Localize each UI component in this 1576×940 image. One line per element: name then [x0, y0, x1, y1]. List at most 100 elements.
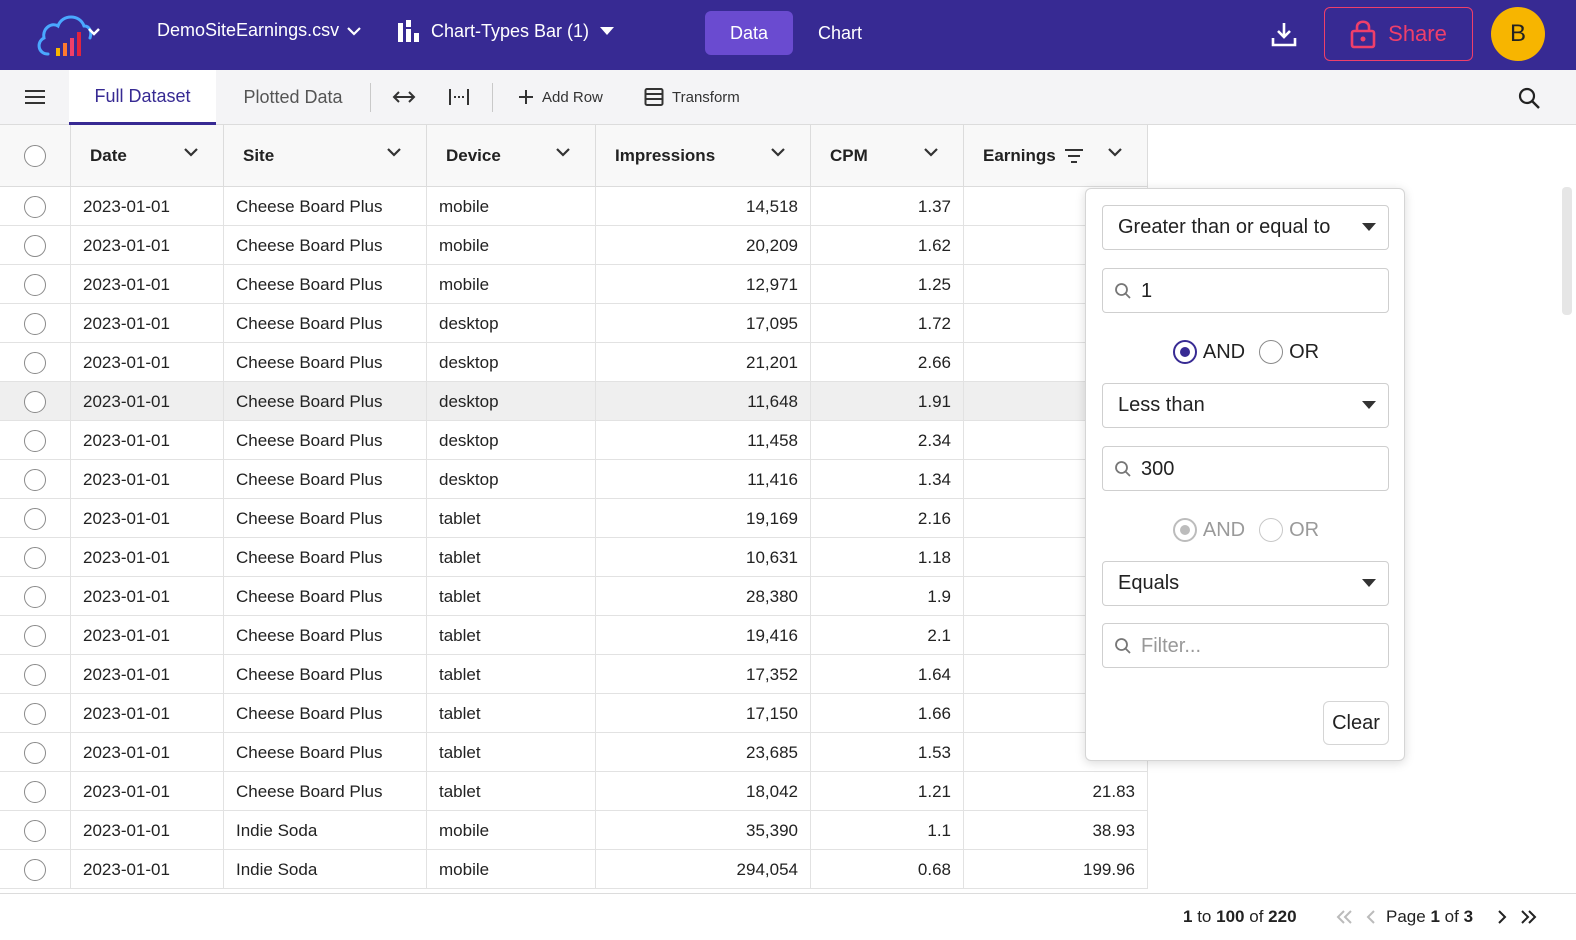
- cell-impressions[interactable]: 21,201: [596, 343, 811, 382]
- table-row[interactable]: 2023-01-01 Cheese Board Plus tablet 23,685 1…: [0, 733, 1148, 772]
- cell-site[interactable]: Cheese Board Plus: [224, 187, 427, 226]
- cell-date[interactable]: 2023-01-01: [71, 265, 224, 304]
- table-row[interactable]: 2023-01-01 Cheese Board Plus mobile 20,209 1…: [0, 226, 1148, 265]
- cell-impressions[interactable]: 11,648: [596, 382, 811, 421]
- cell-date[interactable]: 2023-01-01: [71, 811, 224, 850]
- cell-device[interactable]: mobile: [427, 226, 596, 265]
- cell-cpm[interactable]: 1.18: [811, 538, 964, 577]
- column-header-cpm[interactable]: CPM: [811, 125, 964, 187]
- cell-impressions[interactable]: 35,390: [596, 811, 811, 850]
- cell-site[interactable]: Cheese Board Plus: [224, 265, 427, 304]
- cell-site[interactable]: Indie Soda: [224, 850, 427, 889]
- cell-impressions[interactable]: 28,380: [596, 577, 811, 616]
- cell-impressions[interactable]: 11,458: [596, 421, 811, 460]
- chevron-down-icon[interactable]: [923, 146, 939, 158]
- table-row[interactable]: 2023-01-01 Cheese Board Plus mobile 14,518 1…: [0, 187, 1148, 226]
- download-button[interactable]: [1266, 16, 1302, 52]
- radio-and-2[interactable]: AND: [1172, 515, 1245, 545]
- cell-cpm[interactable]: 2.16: [811, 499, 964, 538]
- column-header-date[interactable]: Date: [71, 125, 224, 187]
- row-checkbox[interactable]: [24, 195, 46, 218]
- cell-impressions[interactable]: 294,054: [596, 850, 811, 889]
- cell-site[interactable]: Indie Soda: [224, 811, 427, 850]
- table-row[interactable]: 2023-01-01 Indie Soda mobile 35,390 1.1 38.93: [0, 811, 1148, 850]
- cell-earnings[interactable]: 199.96: [964, 850, 1148, 889]
- expand-columns-button[interactable]: [389, 83, 419, 111]
- cell-date[interactable]: 2023-01-01: [71, 421, 224, 460]
- row-checkbox[interactable]: [24, 780, 46, 803]
- table-row[interactable]: 2023-01-01 Cheese Board Plus tablet 10,631 1…: [0, 538, 1148, 577]
- cell-date[interactable]: 2023-01-01: [71, 694, 224, 733]
- cell-cpm[interactable]: 1.72: [811, 304, 964, 343]
- cell-date[interactable]: 2023-01-01: [71, 343, 224, 382]
- row-checkbox[interactable]: [24, 390, 46, 413]
- cell-cpm[interactable]: 1.21: [811, 772, 964, 811]
- cell-date[interactable]: 2023-01-01: [71, 460, 224, 499]
- share-button[interactable]: Share: [1324, 7, 1473, 61]
- fit-columns-button[interactable]: [444, 83, 474, 111]
- cell-date[interactable]: 2023-01-01: [71, 538, 224, 577]
- cell-date[interactable]: 2023-01-01: [71, 577, 224, 616]
- row-checkbox[interactable]: [24, 702, 46, 725]
- cell-device[interactable]: tablet: [427, 499, 596, 538]
- last-page-button[interactable]: [1517, 906, 1539, 928]
- cell-device[interactable]: tablet: [427, 538, 596, 577]
- cell-device[interactable]: tablet: [427, 616, 596, 655]
- table-row[interactable]: 2023-01-01 Cheese Board Plus tablet 18,042 1…: [0, 772, 1148, 811]
- row-checkbox[interactable]: [24, 273, 46, 296]
- transform-button[interactable]: Transform: [644, 84, 740, 110]
- cell-cpm[interactable]: 2.66: [811, 343, 964, 382]
- cell-cpm[interactable]: 1.53: [811, 733, 964, 772]
- chevron-down-icon[interactable]: [555, 146, 571, 158]
- chevron-down-icon[interactable]: [183, 146, 199, 158]
- user-avatar[interactable]: B: [1491, 7, 1545, 61]
- filter-value-field-2[interactable]: [1141, 455, 1381, 483]
- row-checkbox[interactable]: [24, 507, 46, 530]
- cell-date[interactable]: 2023-01-01: [71, 382, 224, 421]
- cell-date[interactable]: 2023-01-01: [71, 733, 224, 772]
- clear-filter-button[interactable]: Clear: [1323, 701, 1389, 745]
- filter-active-icon[interactable]: [1064, 148, 1084, 164]
- cell-cpm[interactable]: 0.68: [811, 850, 964, 889]
- row-checkbox[interactable]: [24, 429, 46, 452]
- column-header-earnings[interactable]: Earnings: [964, 125, 1148, 187]
- cell-cpm[interactable]: 2.34: [811, 421, 964, 460]
- cell-device[interactable]: tablet: [427, 694, 596, 733]
- row-checkbox[interactable]: [24, 741, 46, 764]
- cell-site[interactable]: Cheese Board Plus: [224, 499, 427, 538]
- chevron-down-icon[interactable]: [1107, 146, 1123, 158]
- cell-site[interactable]: Cheese Board Plus: [224, 460, 427, 499]
- cell-site[interactable]: Cheese Board Plus: [224, 772, 427, 811]
- cell-impressions[interactable]: 14,518: [596, 187, 811, 226]
- cell-device[interactable]: mobile: [427, 265, 596, 304]
- cell-impressions[interactable]: 19,169: [596, 499, 811, 538]
- filter-value-input-1[interactable]: [1102, 268, 1389, 313]
- tab-full-dataset[interactable]: Full Dataset: [69, 70, 216, 125]
- cell-site[interactable]: Cheese Board Plus: [224, 577, 427, 616]
- table-row[interactable]: 2023-01-01 Cheese Board Plus tablet 17,352 1…: [0, 655, 1148, 694]
- cell-date[interactable]: 2023-01-01: [71, 304, 224, 343]
- filter-value-field-1[interactable]: [1141, 277, 1381, 305]
- cell-site[interactable]: Cheese Board Plus: [224, 304, 427, 343]
- cell-impressions[interactable]: 20,209: [596, 226, 811, 265]
- menu-button[interactable]: [22, 85, 48, 109]
- cell-cpm[interactable]: 1.9: [811, 577, 964, 616]
- row-checkbox[interactable]: [24, 663, 46, 686]
- cell-impressions[interactable]: 17,150: [596, 694, 811, 733]
- cell-cpm[interactable]: 1.62: [811, 226, 964, 265]
- cell-cpm[interactable]: 1.64: [811, 655, 964, 694]
- cell-cpm[interactable]: 1.25: [811, 265, 964, 304]
- cell-impressions[interactable]: 23,685: [596, 733, 811, 772]
- cell-site[interactable]: Cheese Board Plus: [224, 343, 427, 382]
- cell-date[interactable]: 2023-01-01: [71, 226, 224, 265]
- column-header-device[interactable]: Device: [427, 125, 596, 187]
- cell-earnings[interactable]: 38.93: [964, 811, 1148, 850]
- cell-site[interactable]: Cheese Board Plus: [224, 538, 427, 577]
- cell-cpm[interactable]: 1.66: [811, 694, 964, 733]
- app-logo[interactable]: [34, 10, 104, 60]
- tab-chart[interactable]: Chart: [817, 22, 862, 43]
- cell-impressions[interactable]: 12,971: [596, 265, 811, 304]
- filter-value-field-3[interactable]: [1141, 632, 1381, 660]
- cell-cpm[interactable]: 1.34: [811, 460, 964, 499]
- cell-date[interactable]: 2023-01-01: [71, 499, 224, 538]
